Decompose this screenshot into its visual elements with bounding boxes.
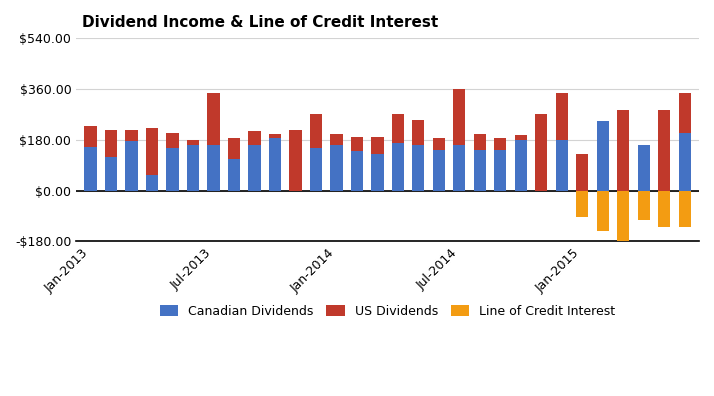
Bar [597,190,609,231]
Text: Dividend Income & Line of Credit Interest: Dividend Income & Line of Credit Interes… [82,15,438,30]
Bar [84,126,96,147]
Bar [576,190,588,217]
Legend: Canadian Dividends, US Dividends, Line of Credit Interest: Canadian Dividends, US Dividends, Line o… [154,299,622,324]
Bar [310,114,322,148]
Bar [126,141,138,190]
Bar [268,138,281,190]
Bar [371,137,383,154]
Bar [515,135,527,140]
Bar [105,130,117,157]
Bar [84,147,96,190]
Bar [494,150,506,190]
Bar [207,145,220,190]
Bar [453,89,466,145]
Bar [678,190,691,227]
Bar [166,148,178,190]
Bar [126,130,138,141]
Bar [207,93,220,145]
Bar [105,157,117,190]
Bar [248,131,261,145]
Bar [597,122,609,190]
Bar [555,93,568,140]
Bar [289,130,301,190]
Bar [166,133,178,148]
Bar [310,148,322,190]
Bar [576,154,588,190]
Bar [433,138,445,150]
Bar [146,175,159,190]
Bar [638,190,650,220]
Bar [228,160,240,190]
Bar [617,110,629,190]
Bar [617,190,629,247]
Bar [392,114,404,143]
Bar [433,150,445,190]
Bar [412,145,425,190]
Bar [678,93,691,133]
Bar [187,145,199,190]
Bar [555,140,568,190]
Bar [351,151,363,190]
Bar [371,154,383,190]
Bar [412,120,425,145]
Bar [453,145,466,190]
Bar [494,138,506,150]
Bar [228,138,240,160]
Bar [678,133,691,190]
Bar [638,145,650,190]
Bar [658,190,670,227]
Bar [535,114,548,190]
Bar [268,134,281,138]
Bar [473,134,486,150]
Bar [248,145,261,190]
Bar [331,134,343,145]
Bar [187,140,199,145]
Bar [331,145,343,190]
Bar [658,110,670,190]
Bar [351,137,363,151]
Bar [515,140,527,190]
Bar [146,128,159,175]
Bar [392,143,404,190]
Bar [473,150,486,190]
